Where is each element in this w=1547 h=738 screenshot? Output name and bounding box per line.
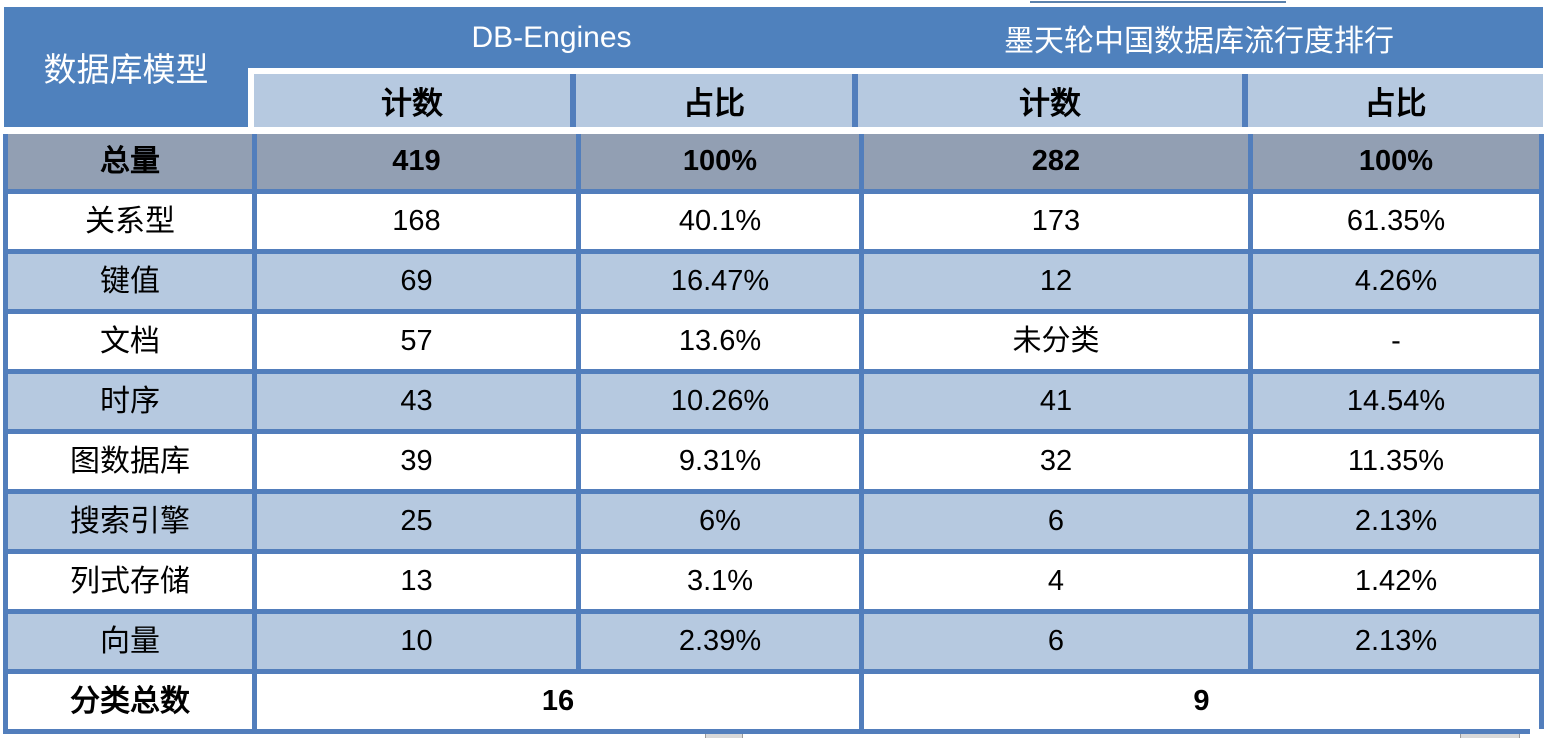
column-divider — [570, 74, 576, 127]
cell-value: 25 — [257, 494, 576, 549]
corner-header-database-model: 数据库模型 — [4, 7, 248, 127]
row-label-vector: 向量 — [8, 614, 252, 669]
cell-value: 14.54% — [1253, 374, 1539, 429]
cell-value: 100% — [1253, 134, 1539, 189]
column-group-modb-ranking: 墨天轮中国数据库流行度排行 — [1004, 24, 1394, 58]
clipped-ui-artifact — [705, 734, 743, 738]
row-label-search-engine: 搜索引擎 — [8, 494, 252, 549]
cell-value: 11.35% — [1253, 434, 1539, 489]
cell-value: 32 — [864, 434, 1248, 489]
cell-value: 未分类 — [864, 314, 1248, 369]
cell-value: 43 — [257, 374, 576, 429]
row-label-category-count: 分类总数 — [8, 674, 252, 729]
cell-value: - — [1253, 314, 1539, 369]
cell-value: 6 — [864, 614, 1248, 669]
column-divider — [1242, 74, 1248, 127]
cell-value: 419 — [257, 134, 576, 189]
cell-value: 1.42% — [1253, 554, 1539, 609]
row-label-time-series: 时序 — [8, 374, 252, 429]
cell-value: 40.1% — [581, 194, 859, 249]
row-label-relational: 关系型 — [8, 194, 252, 249]
cell-value: 2.13% — [1253, 614, 1539, 669]
cell-value: 2.13% — [1253, 494, 1539, 549]
cell-value: 6 — [864, 494, 1248, 549]
cell-value: 168 — [257, 194, 576, 249]
row-label-columnar: 列式存储 — [8, 554, 252, 609]
cell-value: 10 — [257, 614, 576, 669]
cell-value: 100% — [581, 134, 859, 189]
cell-db-engines-category-total: 16 — [257, 674, 859, 729]
subheader-db-engines-count: 计数 — [254, 74, 570, 127]
clipped-ui-artifact — [1460, 734, 1520, 738]
subheader-db-engines-share: 占比 — [576, 74, 852, 127]
table-header-band — [4, 7, 1543, 68]
cell-value: 6% — [581, 494, 859, 549]
cell-value: 61.35% — [1253, 194, 1539, 249]
cell-value: 39 — [257, 434, 576, 489]
cell-value: 3.1% — [581, 554, 859, 609]
row-label-key-value: 键值 — [8, 254, 252, 309]
cell-value: 41 — [864, 374, 1248, 429]
cell-value: 4 — [864, 554, 1248, 609]
column-divider — [852, 74, 858, 127]
cell-value: 282 — [864, 134, 1248, 189]
cell-value: 4.26% — [1253, 254, 1539, 309]
page-margin — [1530, 729, 1547, 738]
cell-value: 9.31% — [581, 434, 859, 489]
cell-value: 13 — [257, 554, 576, 609]
cell-value: 12 — [864, 254, 1248, 309]
cell-value: 69 — [257, 254, 576, 309]
row-label-graph: 图数据库 — [8, 434, 252, 489]
subheader-modb-count: 计数 — [858, 74, 1242, 127]
cell-value: 16.47% — [581, 254, 859, 309]
subheader-modb-share: 占比 — [1248, 74, 1543, 127]
cell-value: 13.6% — [581, 314, 859, 369]
row-label-document: 文档 — [8, 314, 252, 369]
cell-value: 10.26% — [581, 374, 859, 429]
row-label-total: 总量 — [8, 134, 252, 189]
clipped-line-artifact — [1030, 1, 1286, 3]
cell-value: 2.39% — [581, 614, 859, 669]
column-group-db-engines: DB-Engines — [471, 20, 632, 54]
cell-modb-category-total: 9 — [864, 674, 1539, 729]
cell-value: 173 — [864, 194, 1248, 249]
table-body: 总量 419 100% 282 100% 关系型 168 40.1% 173 6… — [3, 134, 1544, 734]
cell-value: 57 — [257, 314, 576, 369]
